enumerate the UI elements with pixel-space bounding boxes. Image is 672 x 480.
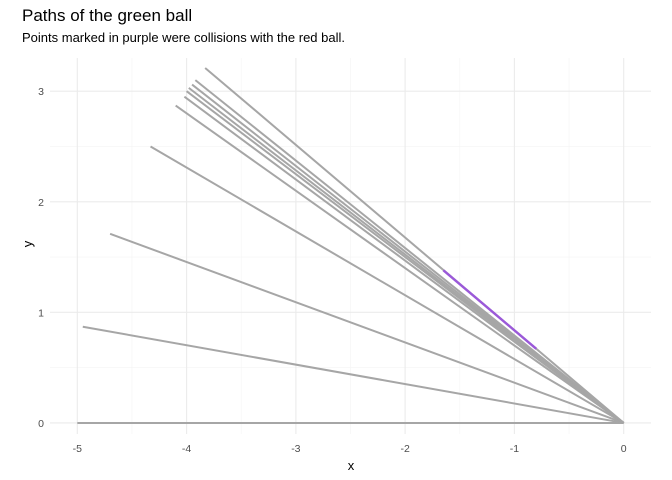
x-tick-label: -4	[182, 443, 191, 455]
x-axis-title: x	[348, 458, 355, 473]
chart-title: Paths of the green ball	[22, 6, 192, 25]
ball-path	[82, 325, 624, 424]
x-tick-label: -2	[400, 443, 409, 455]
x-tick-label: -5	[73, 443, 82, 455]
x-tick-label: 0	[621, 443, 627, 455]
ball-path	[150, 145, 625, 424]
grid	[50, 58, 651, 434]
collision-segments	[442, 269, 538, 350]
x-tick-label: -3	[291, 443, 300, 455]
chart-subtitle: Points marked in purple were collisions …	[22, 30, 345, 45]
collision-segment	[442, 269, 538, 350]
ball-paths	[77, 67, 625, 424]
y-axis-ticks: 0 1 2 3	[38, 86, 44, 430]
x-axis-ticks: -5 -4 -3 -2 -1 0	[73, 443, 627, 455]
ball-path	[204, 67, 625, 424]
ball-path	[194, 79, 625, 424]
y-axis-title: y	[20, 240, 35, 247]
x-tick-label: -1	[510, 443, 519, 455]
y-tick-label: 3	[38, 86, 44, 98]
ball-path	[175, 104, 625, 424]
y-tick-label: 0	[38, 418, 44, 430]
ball-path	[109, 232, 625, 424]
y-tick-label: 2	[38, 197, 44, 209]
y-tick-label: 1	[38, 307, 44, 319]
